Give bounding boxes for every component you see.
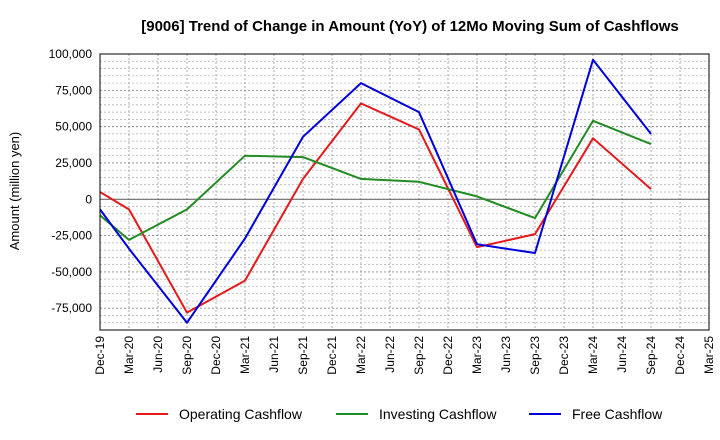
x-tick-label: Mar-21 bbox=[238, 336, 252, 374]
x-tick-label: Sep-21 bbox=[296, 336, 310, 375]
y-tick-label: -25,000 bbox=[51, 229, 92, 243]
x-tick-label: Jun-24 bbox=[615, 336, 629, 373]
x-tick-label: Dec-20 bbox=[209, 336, 223, 375]
x-tick-label: Mar-23 bbox=[470, 336, 484, 374]
x-tick-label: Sep-24 bbox=[644, 336, 658, 375]
legend: Operating Cashflow Investing Cashflow Free… bbox=[136, 406, 663, 422]
x-tick-label: Mar-24 bbox=[586, 336, 600, 374]
x-tick-label: Jun-23 bbox=[499, 336, 513, 373]
x-tick-label: Sep-20 bbox=[180, 336, 194, 375]
legend-label: Free Cashflow bbox=[572, 406, 663, 422]
x-tick-label: Jun-21 bbox=[267, 336, 281, 373]
series-lines bbox=[99, 58, 652, 324]
y-tick-label: 100,000 bbox=[49, 47, 93, 61]
y-axis-label: Amount (million yen) bbox=[7, 132, 22, 251]
y-tick-label: -50,000 bbox=[51, 265, 92, 279]
x-tick-label: Jun-20 bbox=[151, 336, 165, 373]
x-tick-label: Dec-22 bbox=[441, 336, 455, 375]
legend-label: Investing Cashflow bbox=[379, 406, 497, 422]
legend-label: Operating Cashflow bbox=[179, 406, 303, 422]
x-tick-labels: Dec-19 Mar-20 Jun-20 Sep-20 Dec-20 Mar-21 Jun-… bbox=[93, 336, 716, 375]
plot-frame bbox=[99, 53, 710, 331]
y-tick-label: -75,000 bbox=[51, 301, 92, 315]
x-tick-label: Dec-19 bbox=[93, 336, 107, 375]
y-tick-label: 75,000 bbox=[55, 83, 92, 97]
x-tick-label: Sep-22 bbox=[412, 336, 426, 375]
y-tick-label: 0 bbox=[85, 192, 92, 206]
y-tick-label: 50,000 bbox=[55, 120, 92, 134]
x-tick-label: Sep-23 bbox=[528, 336, 542, 375]
series-line-free-cashflow bbox=[99, 58, 652, 324]
series-line-operating-cashflow bbox=[99, 102, 652, 314]
x-tick-label: Mar-25 bbox=[702, 336, 716, 374]
x-tick-label: Dec-21 bbox=[325, 336, 339, 375]
x-tick-label: Dec-24 bbox=[673, 336, 687, 375]
y-tick-label: 25,000 bbox=[55, 156, 92, 170]
chart-title: [9006] Trend of Change in Amount (YoY) o… bbox=[141, 18, 679, 35]
x-tick-label: Dec-23 bbox=[557, 336, 571, 375]
grid-lines bbox=[100, 54, 709, 330]
x-tick-label: Mar-22 bbox=[354, 336, 368, 374]
x-tick-label: Mar-20 bbox=[122, 336, 136, 374]
x-tick-label: Jun-22 bbox=[383, 336, 397, 373]
y-tick-labels: 100,000 75,000 50,000 25,000 0 -25,000 -50,000… bbox=[49, 47, 93, 315]
